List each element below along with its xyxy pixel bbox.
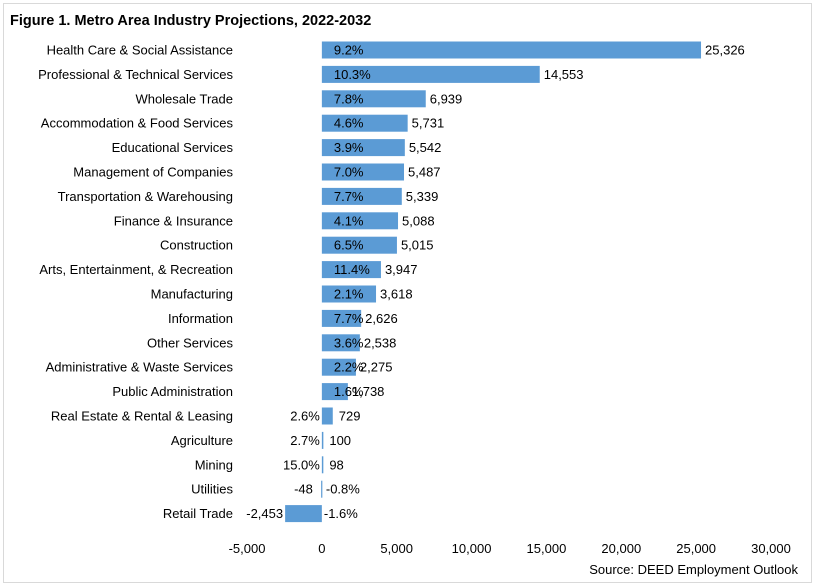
category-label: Wholesale Trade <box>135 91 233 106</box>
category-label: Agriculture <box>171 433 233 448</box>
percent-label: 9.2% <box>334 43 364 58</box>
category-label: Real Estate & Rental & Leasing <box>51 409 233 424</box>
x-tick-label: 5,000 <box>380 541 413 556</box>
value-label: 1,738 <box>352 384 385 399</box>
percent-label: 1.6% <box>334 384 364 399</box>
bar-2 <box>321 90 426 108</box>
percent-label: 7.7% <box>334 189 364 204</box>
x-axis-ticks: -5,000 0 5,000 10,000 15,000 20,000 25,000 30,0… <box>229 541 791 556</box>
percent-label: 3.9% <box>334 140 364 155</box>
category-label: Administrative & Waste Services <box>46 360 234 375</box>
bars-layer <box>285 41 702 523</box>
value-label: 5,731 <box>412 116 445 131</box>
bar-15 <box>321 407 333 425</box>
value-label: 2,538 <box>364 335 397 350</box>
bar-13 <box>321 358 356 376</box>
percent-label: 7.0% <box>334 165 364 180</box>
percent-label: 7.7% <box>334 311 364 326</box>
percent-label: -0.8% <box>326 482 360 497</box>
category-label: Transportation & Warehousing <box>58 189 233 204</box>
bar-4 <box>321 139 405 157</box>
percent-label: 4.1% <box>334 213 364 228</box>
x-tick-label: 0 <box>318 541 325 556</box>
source-note: Source: DEED Employment Outlook <box>589 562 798 577</box>
percent-label: 10.3% <box>334 67 371 82</box>
category-label: Construction <box>160 238 233 253</box>
value-label: 98 <box>329 457 343 472</box>
bar-8 <box>321 236 397 254</box>
bar-0 <box>321 41 702 59</box>
value-label: 5,542 <box>409 140 442 155</box>
x-tick-label: 20,000 <box>601 541 641 556</box>
bar-9 <box>321 261 381 279</box>
value-label: -48 <box>294 482 313 497</box>
bar-19 <box>285 505 322 523</box>
percent-label: 11.4% <box>334 262 370 277</box>
value-label: 3,618 <box>380 287 413 302</box>
bar-7 <box>321 212 399 230</box>
category-label: Retail Trade <box>163 506 233 521</box>
percent-label: 2.7% <box>290 433 320 448</box>
x-tick-label: 25,000 <box>676 541 716 556</box>
bar-3 <box>321 114 408 132</box>
category-label: Utilities <box>191 482 233 497</box>
category-label: Other Services <box>147 335 233 350</box>
bar-1 <box>321 65 540 83</box>
percent-label: 4.6% <box>334 116 364 131</box>
category-label: Professional & Technical Services <box>38 67 233 82</box>
category-label: Accommodation & Food Services <box>41 116 234 131</box>
value-label: 5,015 <box>401 238 434 253</box>
percent-label: 7.8% <box>334 91 364 106</box>
category-label: Arts, Entertainment, & Recreation <box>39 262 233 277</box>
category-label: Public Administration <box>112 384 233 399</box>
percent-label: 2.1% <box>334 287 364 302</box>
value-label: 2,626 <box>365 311 398 326</box>
category-label: Educational Services <box>112 140 234 155</box>
chart-title: Figure 1. Metro Area Industry Projection… <box>10 13 371 29</box>
bar-5 <box>321 163 405 181</box>
labels-layer: Health Care & Social Assistance 9.2% 25,32… <box>38 43 745 522</box>
value-label: 2,275 <box>360 360 393 375</box>
value-label: -2,453 <box>246 506 283 521</box>
percent-label: -1.6% <box>324 506 358 521</box>
value-label: 729 <box>339 409 361 424</box>
percent-label: 15.0% <box>283 457 320 472</box>
category-label: Manufacturing <box>151 287 233 302</box>
value-label: 14,553 <box>544 67 584 82</box>
x-tick-label: -5,000 <box>229 541 266 556</box>
value-label: 3,947 <box>385 262 418 277</box>
percent-label: 6.5% <box>334 238 364 253</box>
category-label: Mining <box>195 457 233 472</box>
bar-18 <box>321 480 323 498</box>
bar-10 <box>321 285 377 303</box>
percent-label: 2.6% <box>290 409 320 424</box>
category-label: Health Care & Social Assistance <box>47 43 233 58</box>
bar-11 <box>321 309 362 327</box>
category-label: Management of Companies <box>73 165 233 180</box>
value-label: 25,326 <box>705 43 745 58</box>
category-label: Information <box>168 311 233 326</box>
x-tick-label: 15,000 <box>527 541 567 556</box>
value-label: 5,088 <box>402 213 435 228</box>
percent-label: 2.2% <box>334 360 364 375</box>
percent-label: 3.6% <box>334 335 364 350</box>
x-tick-label: 30,000 <box>751 541 791 556</box>
bar-12 <box>321 334 360 352</box>
value-label: 6,939 <box>430 91 463 106</box>
value-label: 5,339 <box>406 189 439 204</box>
chart-frame <box>3 3 812 583</box>
value-label: 100 <box>329 433 351 448</box>
bar-6 <box>321 187 402 205</box>
x-tick-label: 10,000 <box>452 541 492 556</box>
category-label: Finance & Insurance <box>114 213 233 228</box>
bar-16 <box>321 431 324 449</box>
bar-14 <box>321 383 348 401</box>
value-label: 5,487 <box>408 165 441 180</box>
bar-17 <box>321 456 324 474</box>
